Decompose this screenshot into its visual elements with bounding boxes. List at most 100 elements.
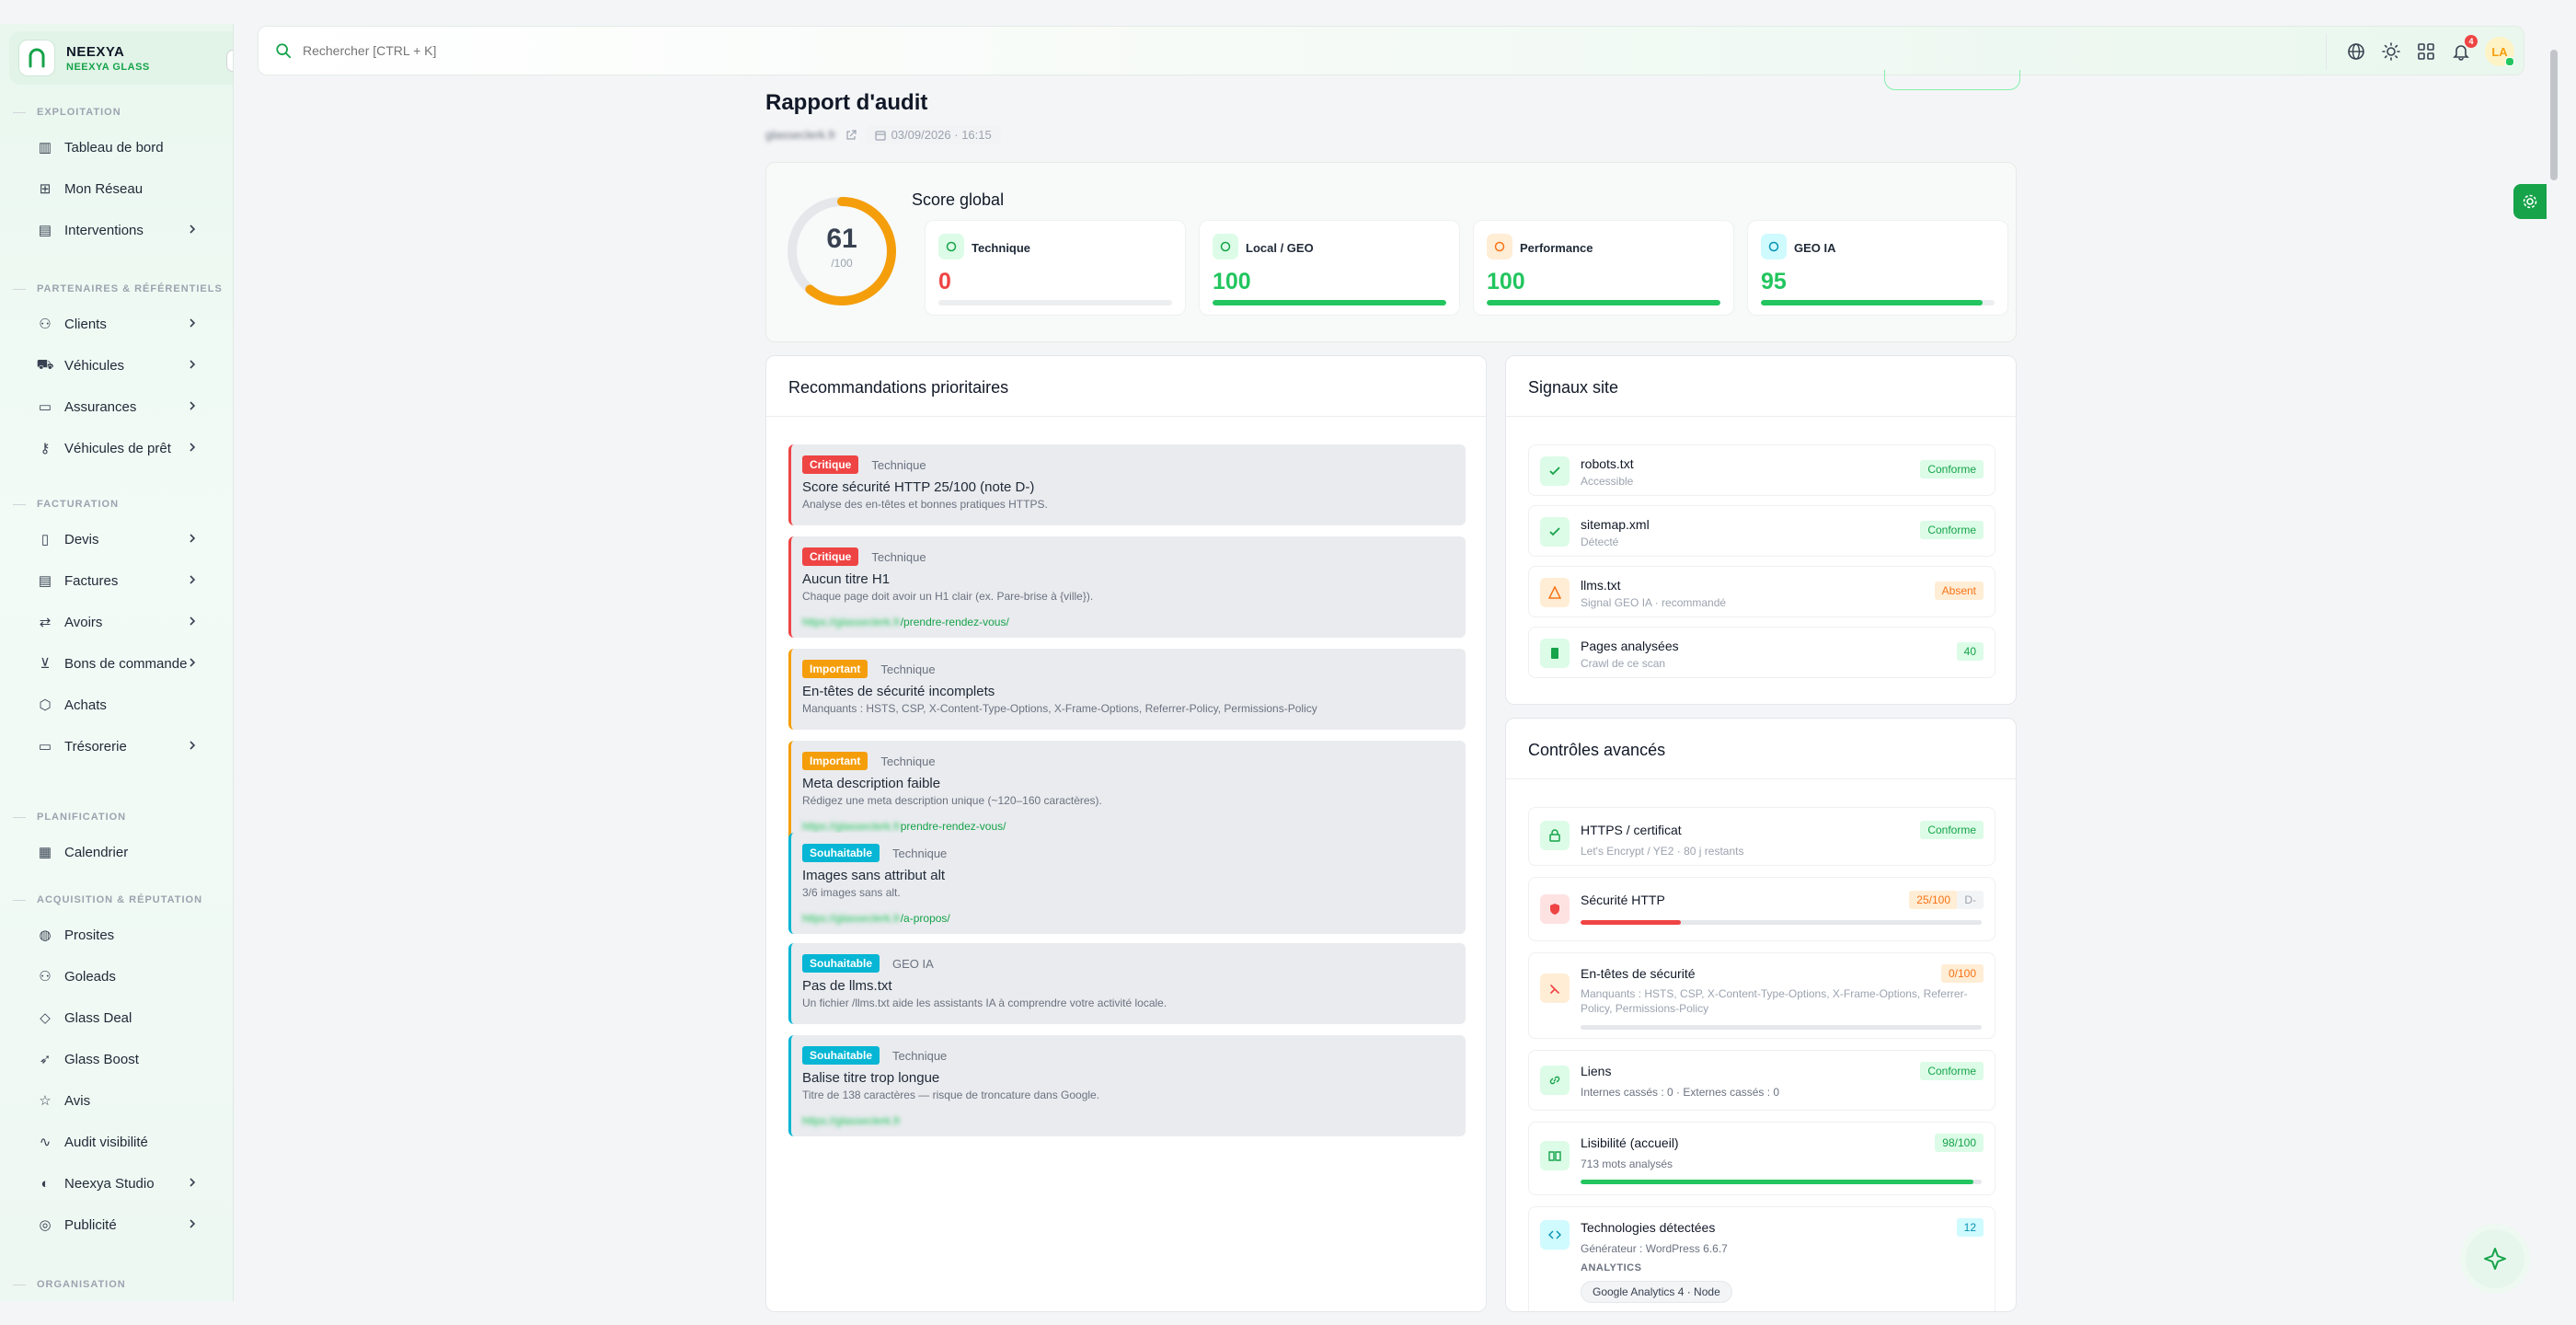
lock-icon	[1540, 821, 1570, 850]
recommendation-item[interactable]: Souhaitable Technique Images sans attribut…	[788, 833, 1466, 934]
sidebar-item-label: Neexya Studio	[64, 1175, 155, 1192]
globe-icon: ◍	[39, 928, 52, 943]
sidebar-item-clients[interactable]: ⚇ Clients	[37, 311, 217, 337]
links-name: Liens	[1581, 1064, 1612, 1078]
sidebar-item-glass-boost[interactable]: ➶ Glass Boost	[37, 1046, 217, 1072]
readability-check: Lisibilité (accueil) 98/100 713 mots ana…	[1528, 1122, 1995, 1195]
security-score: 25/100	[1909, 891, 1958, 909]
recommendation-url[interactable]: https://glasseclerk.fr	[802, 1114, 901, 1127]
sidebar-item-prosites[interactable]: ◍ Prosites	[37, 922, 217, 948]
signal-status: Conforme	[1920, 521, 1984, 539]
sidebar-item-label: Achats	[64, 697, 107, 713]
recommendation-description: Titre de 138 caractères — risque de tron…	[802, 1089, 1100, 1101]
subscore-progress-bar	[938, 300, 1172, 305]
sidebar-item-audit-visibilit-[interactable]: ∿ Audit visibilité	[37, 1129, 217, 1155]
sidebar-item-avis[interactable]: ☆ Avis	[37, 1088, 217, 1113]
sidebar-item-v-hicules[interactable]: ⛟ Véhicules	[37, 352, 217, 378]
subscore-label: Technique	[972, 241, 1031, 255]
sidebar-item-interventions[interactable]: ▤ Interventions	[37, 217, 217, 243]
sidebar-item-devis[interactable]: ▯ Devis	[37, 526, 217, 552]
notifications-bell-icon[interactable]: 4	[2450, 35, 2478, 63]
sidebar-item-factures[interactable]: ▤ Factures	[37, 568, 217, 593]
sidebar-item-publicit-[interactable]: ◎ Publicité	[37, 1212, 217, 1238]
recommendation-url[interactable]: https://glasseclerk.fr/prendre-rendez-vo…	[802, 616, 1009, 628]
sidebar-item-tr-sorerie[interactable]: ▭ Trésorerie	[37, 733, 217, 759]
headers-sub: Manquants : HSTS, CSP, X-Content-Type-Op…	[1581, 987, 1968, 1015]
recommendation-header: Important Technique	[802, 660, 936, 678]
language-globe-icon[interactable]	[2345, 40, 2367, 63]
report-date: 03/09/2026 · 16:15	[891, 128, 992, 142]
headers-progress-bar	[1581, 1025, 1982, 1030]
signal-item: Pages analysées Crawl de ce scan 40	[1528, 627, 1995, 678]
headers-score: 0/100	[1940, 964, 1984, 983]
sidebar-item-label: Clients	[64, 316, 107, 332]
sidebar-item-glass-deal[interactable]: ◇ Glass Deal	[37, 1005, 217, 1031]
subscore-progress-fill	[1487, 300, 1720, 305]
sidebar-item-v-hicules-de-pr-t[interactable]: ⚷ Véhicules de prêt	[37, 435, 217, 461]
sidebar-item-bons-de-commande[interactable]: ⊻ Bons de commande	[37, 651, 217, 676]
signal-item: sitemap.xml Détecté Conforme	[1528, 505, 1995, 557]
technologies-group: ANALYTICS	[1581, 1262, 1642, 1273]
sidebar-item-goleads[interactable]: ⚇ Goleads	[37, 963, 217, 989]
recommendation-item[interactable]: Important Technique En-têtes de sécurité i…	[788, 649, 1466, 730]
code-icon	[1540, 1220, 1570, 1250]
calendar-icon	[874, 130, 886, 141]
recommendation-item[interactable]: Souhaitable Technique Balise titre trop lo…	[788, 1035, 1466, 1136]
recommendation-url[interactable]: https://glasseclerk.frprendre-rendez-vou…	[802, 820, 1006, 833]
sidebar-item-achats[interactable]: ⬡ Achats	[37, 692, 217, 718]
sidebar-collapse-toggle[interactable]	[226, 50, 233, 72]
priority-badge: Souhaitable	[802, 844, 880, 862]
signal-status: Conforme	[1920, 460, 1984, 478]
signal-item: llms.txt Signal GEO IA · recommandé Absent	[1528, 566, 1995, 617]
security-grade: D-	[1957, 891, 1984, 909]
global-score-denominator: /100	[831, 257, 853, 270]
url-domain: https://glasseclerk.fr	[802, 616, 901, 628]
signal-name: robots.txt	[1581, 456, 1634, 471]
recommendation-item[interactable]: Critique Technique Aucun titre H1 Chaque pa…	[788, 536, 1466, 638]
signal-status: 40	[1956, 642, 1984, 661]
sidebar-item-calendrier[interactable]: ▦ Calendrier	[37, 839, 217, 865]
user-avatar[interactable]: LA	[2485, 37, 2514, 66]
recommendation-item[interactable]: Critique Technique Score sécurité HTTP 25/…	[788, 444, 1466, 525]
advanced-controls-panel: Contrôles avancés HTTPS / certificat Let…	[1505, 718, 2017, 1312]
palette-icon: ◐	[40, 1175, 50, 1192]
key-icon: ⚷	[40, 441, 51, 456]
sidebar-section-title: EXPLOITATION	[37, 107, 121, 118]
url-domain: https://glasseclerk.fr	[802, 1114, 901, 1127]
recommendation-url[interactable]: https://glasseclerk.fr/a-propos/	[802, 912, 950, 925]
apps-grid-icon[interactable]	[2415, 40, 2437, 63]
recommendation-item[interactable]: Important Technique Meta description faibl…	[788, 741, 1466, 842]
ai-assistant-button[interactable]	[2466, 1229, 2524, 1288]
settings-gear-button[interactable]	[2513, 184, 2547, 219]
sidebar-item-assurances[interactable]: ▭ Assurances	[37, 394, 217, 420]
export-button-partial[interactable]	[1884, 70, 2020, 90]
calendar-icon: ▦	[38, 845, 52, 860]
scrollbar[interactable]	[2548, 37, 2559, 1301]
sidebar-item-tableau-de-bord[interactable]: ▥ Tableau de bord	[37, 134, 217, 160]
external-link-icon[interactable]	[845, 129, 857, 141]
subscore-value: 95	[1761, 269, 1787, 294]
date-badge: 03/09/2026 · 16:15	[865, 125, 1001, 144]
brand[interactable]: NEEXYA NEEXYA GLASS	[9, 31, 233, 85]
scrollbar-thumb[interactable]	[2550, 50, 2558, 180]
sidebar-item-neexya-studio[interactable]: ◐ Neexya Studio	[37, 1170, 217, 1196]
recommendation-header: Souhaitable GEO IA	[802, 954, 934, 973]
sidebar-item-mon-r-seau[interactable]: ⊞ Mon Réseau	[37, 176, 217, 202]
notification-count-badge: 4	[2465, 35, 2478, 48]
building-icon: ▥	[38, 140, 52, 156]
sidebar-item-label: Goleads	[64, 968, 116, 985]
chevron-right-icon	[186, 739, 199, 752]
recommendation-description: Manquants : HSTS, CSP, X-Content-Type-Op…	[802, 702, 1317, 715]
sidebar-item-label: Assurances	[64, 398, 137, 415]
tag-icon: ◇	[40, 1010, 51, 1026]
theme-sun-icon[interactable]	[2380, 40, 2402, 63]
site-link[interactable]: glasseclerk.fr	[765, 128, 836, 142]
search-input[interactable]	[303, 43, 1131, 58]
file-icon: ▯	[40, 532, 50, 547]
security-progress-bar	[1581, 920, 1982, 925]
sidebar-item-avoirs[interactable]: ⇄ Avoirs	[37, 609, 217, 635]
section-divider	[13, 289, 26, 290]
subscore-label: Local / GEO	[1246, 241, 1314, 255]
recommendation-item[interactable]: Souhaitable GEO IA Pas de llms.txt Un fichi…	[788, 943, 1466, 1024]
recommendation-title: Images sans attribut alt	[802, 868, 946, 883]
